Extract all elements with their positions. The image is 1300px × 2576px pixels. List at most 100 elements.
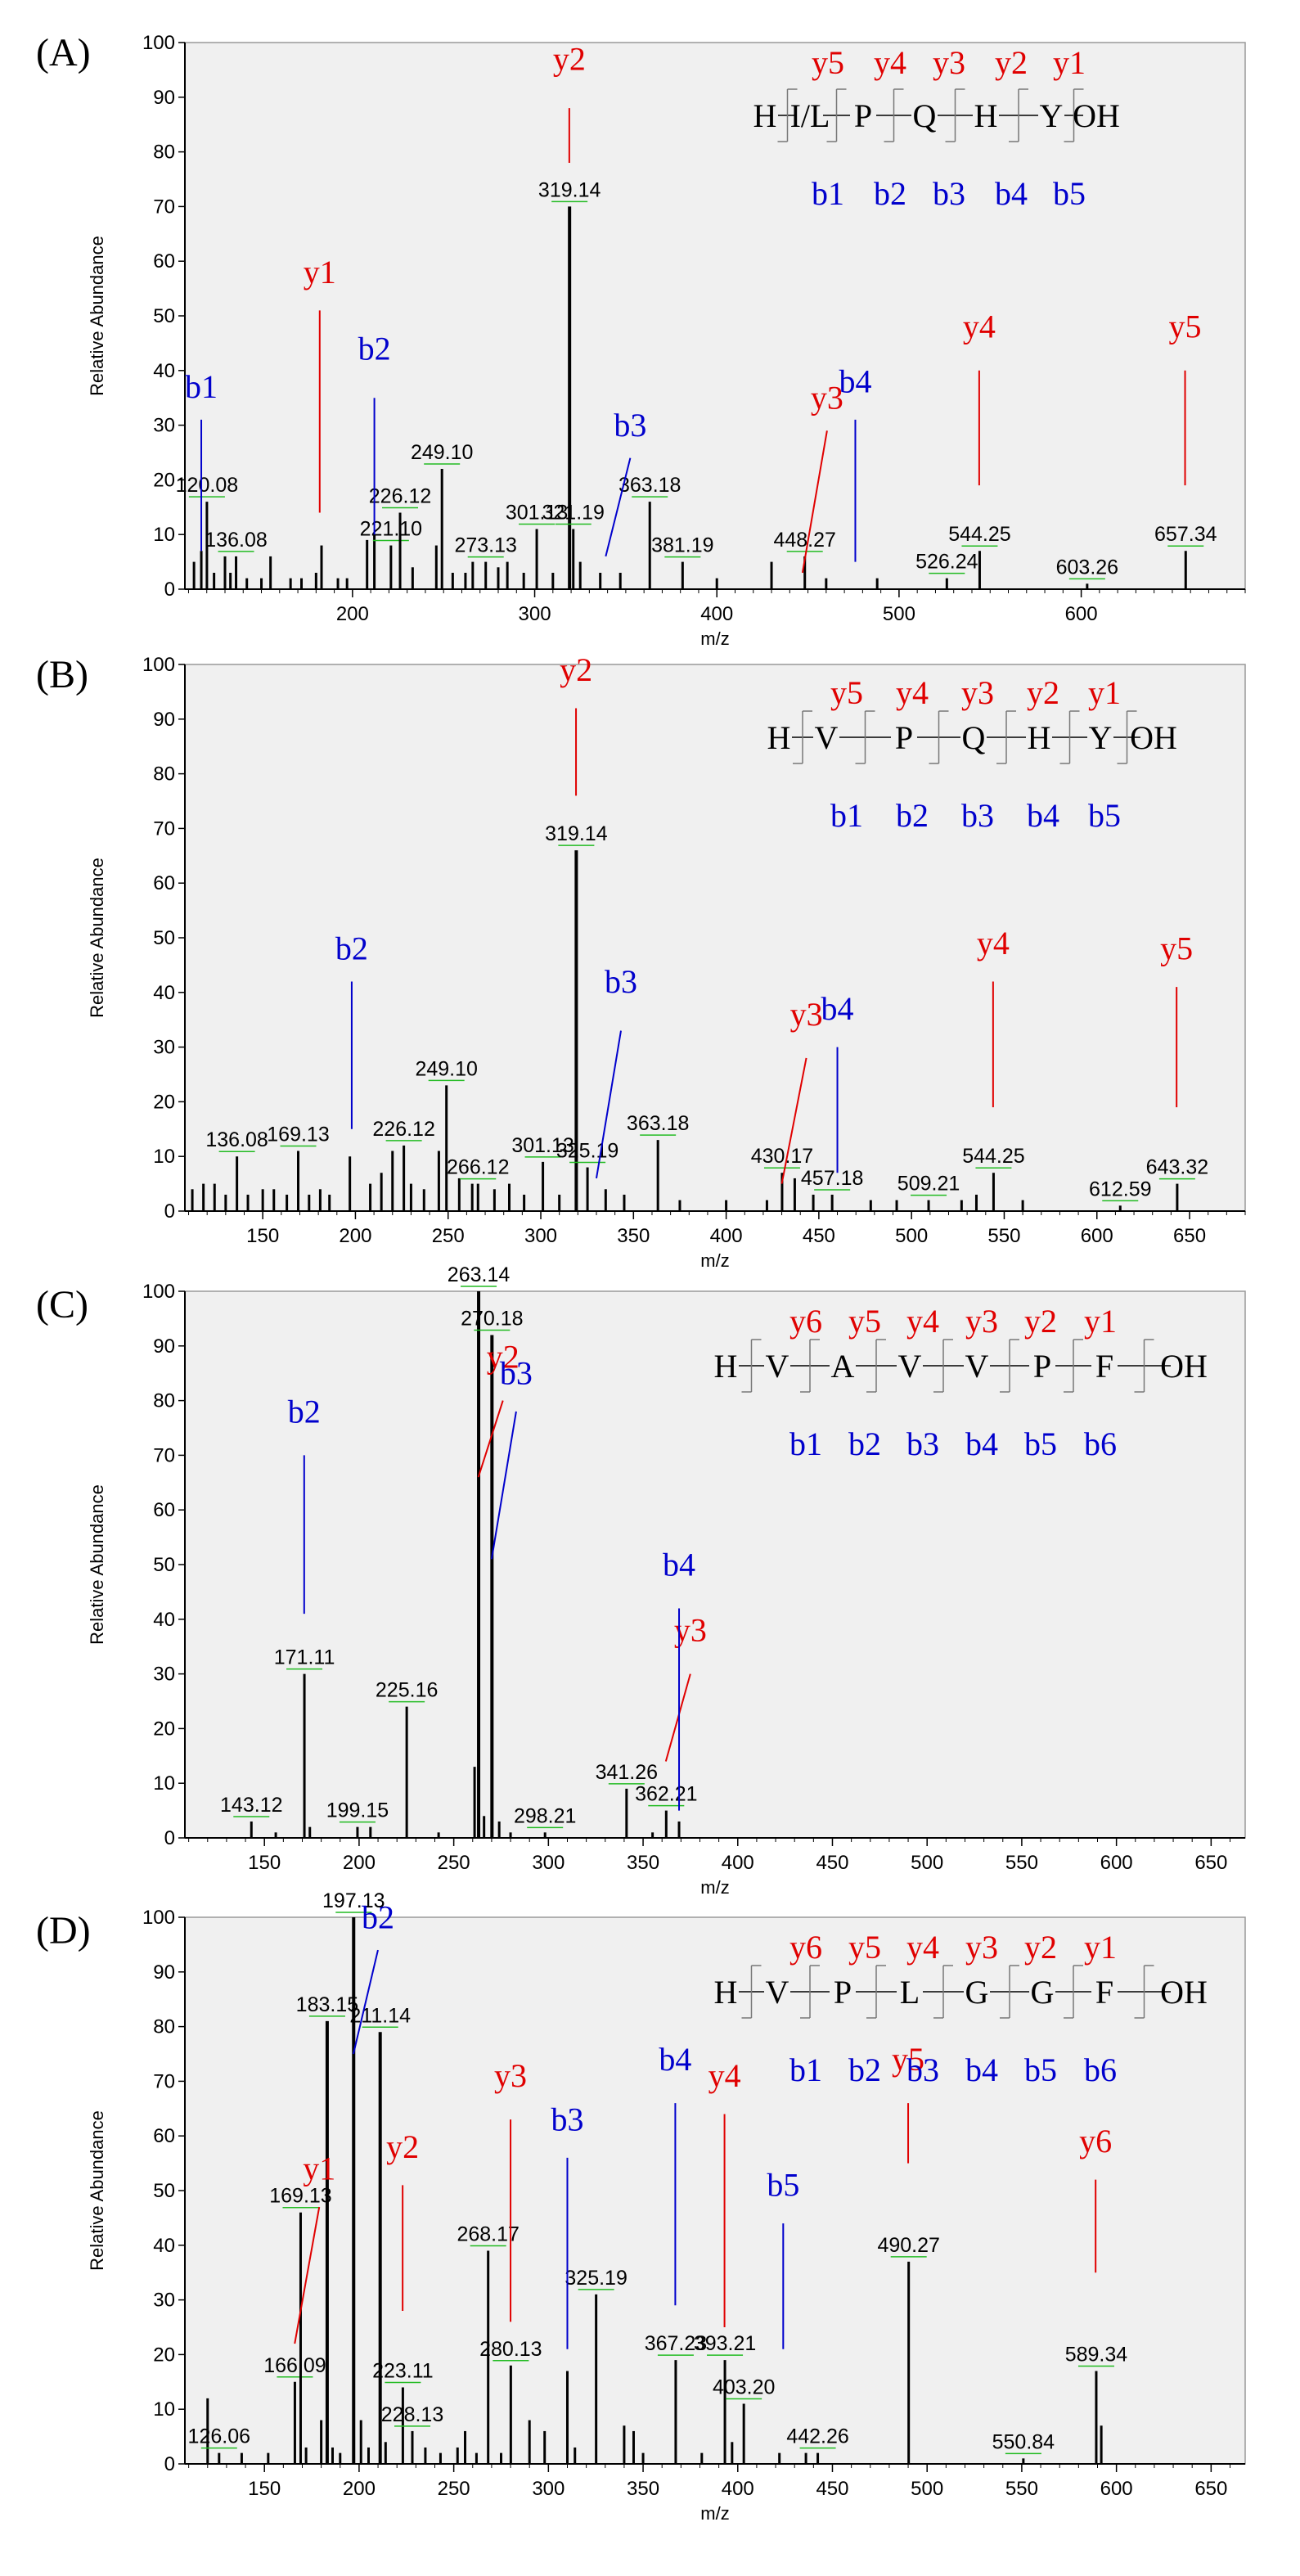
sequence-residue: Y: [1089, 719, 1113, 756]
peak-label: 166.09: [263, 2354, 326, 2377]
peak-label: 199.15: [326, 1799, 389, 1822]
sequence-y-ion: y3: [965, 1303, 998, 1340]
peak-label: 126.06: [188, 2425, 250, 2448]
sequence-residue: L: [900, 1974, 920, 2011]
peak-label: 319.14: [538, 178, 601, 201]
x-tick-label: 250: [438, 2478, 470, 2500]
panel-label: (B): [36, 653, 88, 696]
peak-label: 136.08: [205, 529, 267, 552]
sequence-residue: V: [965, 1348, 989, 1385]
spectrum-panel-1: (B) 0 10 20 30 40 50 60 70 80 90 100 150 200 250 300 350…: [36, 651, 1246, 1271]
x-axis-title: m/z: [700, 628, 729, 649]
peak-label: 362.21: [635, 1783, 697, 1806]
x-tick-label: 650: [1173, 1225, 1206, 1247]
ion-annotation-label: b3: [605, 963, 637, 1000]
peak-label: 319.14: [545, 822, 608, 845]
y-tick-label: 40: [153, 982, 175, 1004]
ion-annotation-label: y3: [811, 380, 843, 417]
peak-label: 143.12: [220, 1794, 282, 1817]
sequence-y-ion: y1: [1053, 44, 1086, 81]
peak-label: 526.24: [915, 551, 978, 574]
peak-label: 657.34: [1154, 523, 1217, 546]
y-tick-label: 90: [153, 87, 175, 109]
y-tick-label: 10: [153, 1772, 175, 1795]
x-tick-label: 550: [987, 1225, 1020, 1247]
sequence-y-ion: y2: [1024, 1303, 1057, 1340]
ion-annotation-line: [664, 1673, 691, 1762]
sequence-y-ion: y6: [789, 1303, 822, 1340]
sequence-residue: P: [854, 97, 872, 134]
x-tick-label: 300: [532, 2478, 565, 2500]
x-tick-label: 200: [343, 2478, 376, 2500]
ion-annotation-label: b1: [185, 368, 218, 405]
peak-label: 321.19: [542, 502, 604, 525]
peak-label: 643.32: [1146, 1156, 1208, 1179]
peak-label: 169.13: [269, 2185, 331, 2208]
ion-annotation-label: b2: [288, 1393, 321, 1430]
y-tick-label: 20: [153, 2344, 175, 2366]
sequence-b-ion: b3: [906, 1425, 939, 1462]
y-tick-label: 70: [153, 817, 175, 840]
peak-label: 120.08: [176, 474, 238, 497]
peak-label: 225.16: [376, 1679, 438, 1702]
sequence-residue: V: [766, 1974, 789, 2011]
y-tick-label: 10: [153, 2398, 175, 2421]
sequence-y-ion: y2: [1024, 1929, 1057, 1966]
y-tick-label: 90: [153, 709, 175, 731]
sequence-residue: Q: [962, 719, 986, 756]
ion-annotation-line: [352, 1949, 379, 2055]
peak-label: 268.17: [457, 2222, 519, 2245]
plot-area: [184, 664, 1246, 1212]
peak-label: 325.19: [556, 1140, 619, 1163]
x-tick-label: 200: [343, 1852, 376, 1874]
sequence-b-ion: b5: [1053, 175, 1086, 212]
y-tick-label: 50: [153, 2180, 175, 2202]
x-tick-label: 350: [617, 1225, 650, 1247]
peak-label: 341.26: [596, 1761, 658, 1784]
ion-annotation-line: [294, 2206, 321, 2344]
y-tick-label: 0: [164, 2453, 175, 2475]
peak-label: 228.13: [381, 2403, 443, 2426]
x-tick-label: 350: [627, 1852, 659, 1874]
peak-label: 211.14: [349, 2004, 411, 2027]
peak-label: 301.13: [511, 1134, 574, 1157]
sequence-b-ion: b6: [1084, 1425, 1117, 1462]
panel-label: (D): [36, 1909, 91, 1952]
sequence-residue: V: [766, 1348, 789, 1385]
y-tick-label: 20: [153, 1091, 175, 1113]
x-tick-label: 300: [524, 1225, 557, 1247]
ion-annotation-label: b4: [663, 1546, 695, 1583]
peak-label: 280.13: [479, 2338, 542, 2361]
y-tick-label: 60: [153, 872, 175, 894]
y-axis-title: Relative Abundance: [87, 1484, 107, 1645]
peak-label: 381.19: [651, 534, 713, 557]
ion-annotation-label: b3: [500, 1355, 533, 1392]
peak-label: 363.18: [627, 1112, 689, 1135]
sequence-b-ion: b1: [789, 1425, 822, 1462]
y-tick-label: 100: [142, 32, 175, 54]
sequence-b-ion: b3: [906, 2051, 939, 2088]
peak-label: 550.84: [992, 2430, 1055, 2453]
peak-label: 270.18: [461, 1307, 523, 1330]
y-tick-label: 50: [153, 1554, 175, 1576]
x-tick-label: 650: [1194, 1852, 1227, 1874]
sequence-y-ion: y4: [874, 44, 906, 81]
ion-annotation-label: b2: [358, 330, 391, 367]
x-tick-label: 300: [532, 1852, 565, 1874]
ion-annotation-line: [780, 1057, 807, 1184]
sequence-residue: F: [1095, 1348, 1113, 1385]
sequence-b-ion: b4: [995, 175, 1028, 212]
sequence-b-ion: b6: [1084, 2051, 1117, 2088]
y-tick-label: 80: [153, 142, 175, 164]
y-axis-title: Relative Abundance: [87, 2110, 107, 2271]
y-tick-label: 60: [153, 2125, 175, 2147]
peak-label: 273.13: [454, 534, 516, 557]
x-tick-label: 600: [1065, 603, 1098, 625]
ion-annotation-line: [605, 457, 632, 557]
y-tick-label: 20: [153, 469, 175, 491]
y-tick-label: 30: [153, 1664, 175, 1686]
sequence-y-ion: y2: [995, 44, 1028, 81]
sequence-y-ion: y4: [906, 1929, 939, 1966]
x-tick-label: 400: [710, 1225, 743, 1247]
